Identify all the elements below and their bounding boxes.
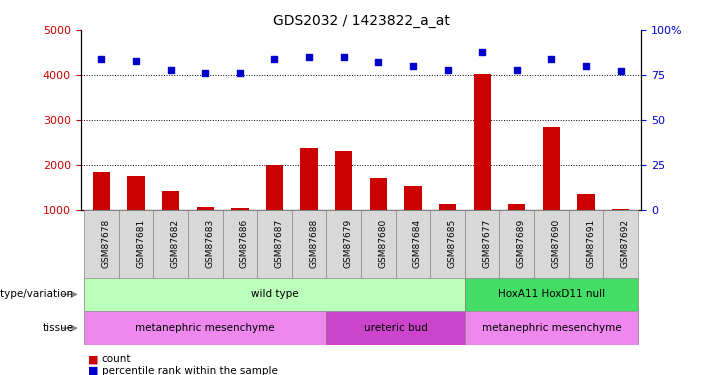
Bar <box>404 186 421 210</box>
Point <box>615 68 626 74</box>
Point <box>477 49 488 55</box>
Bar <box>604 210 638 278</box>
Text: metanephric mesenchyme: metanephric mesenchyme <box>135 323 275 333</box>
Text: genotype/variation: genotype/variation <box>0 290 74 299</box>
Text: HoxA11 HoxD11 null: HoxA11 HoxD11 null <box>498 290 605 299</box>
Point <box>130 58 142 64</box>
Text: GSM87685: GSM87685 <box>447 219 456 268</box>
Text: GSM87691: GSM87691 <box>586 219 595 268</box>
Text: GSM87682: GSM87682 <box>170 219 179 268</box>
Text: GSM87677: GSM87677 <box>482 219 491 268</box>
Point <box>234 70 245 76</box>
Bar <box>84 278 465 311</box>
Text: GSM87692: GSM87692 <box>620 219 629 268</box>
Bar <box>508 204 526 210</box>
Point <box>165 67 176 73</box>
Point <box>269 56 280 62</box>
Bar <box>84 210 118 278</box>
Bar <box>84 311 327 345</box>
Bar <box>292 210 327 278</box>
Bar <box>369 178 387 210</box>
Bar <box>534 210 569 278</box>
Bar <box>612 209 629 210</box>
Text: GSM87679: GSM87679 <box>343 219 353 268</box>
Bar <box>465 278 638 311</box>
Bar <box>93 172 110 210</box>
Point <box>338 54 349 60</box>
Bar <box>327 210 361 278</box>
Text: GSM87680: GSM87680 <box>379 219 388 268</box>
Point <box>511 67 522 73</box>
Title: GDS2032 / 1423822_a_at: GDS2032 / 1423822_a_at <box>273 13 449 28</box>
Bar <box>430 210 465 278</box>
Text: GSM87690: GSM87690 <box>552 219 560 268</box>
Text: count: count <box>102 354 131 364</box>
Text: GSM87686: GSM87686 <box>240 219 249 268</box>
Text: percentile rank within the sample: percentile rank within the sample <box>102 366 278 375</box>
Bar <box>128 176 144 210</box>
Bar <box>301 148 318 210</box>
Bar <box>118 210 154 278</box>
Bar <box>154 210 188 278</box>
Bar <box>465 210 500 278</box>
Bar <box>578 194 594 210</box>
Bar <box>473 74 491 210</box>
Text: GSM87678: GSM87678 <box>102 219 110 268</box>
Bar <box>439 204 456 210</box>
Bar <box>327 311 465 345</box>
Text: GSM87687: GSM87687 <box>275 219 283 268</box>
Bar <box>257 210 292 278</box>
Text: ■: ■ <box>88 354 98 364</box>
Text: metanephric mesenchyme: metanephric mesenchyme <box>482 323 621 333</box>
Text: ureteric bud: ureteric bud <box>364 323 428 333</box>
Text: ■: ■ <box>88 366 98 375</box>
Bar <box>335 151 353 210</box>
Point <box>373 59 384 65</box>
Bar <box>231 208 249 210</box>
Point <box>442 67 453 73</box>
Text: tissue: tissue <box>43 323 74 333</box>
Text: GSM87683: GSM87683 <box>205 219 215 268</box>
Point <box>580 63 592 69</box>
Text: GSM87681: GSM87681 <box>136 219 145 268</box>
Bar <box>222 210 257 278</box>
Bar <box>266 165 283 210</box>
Bar <box>188 210 222 278</box>
Bar <box>465 311 638 345</box>
Point <box>200 70 211 76</box>
Point <box>304 54 315 60</box>
Point <box>546 56 557 62</box>
Bar <box>500 210 534 278</box>
Text: GSM87684: GSM87684 <box>413 219 422 268</box>
Text: wild type: wild type <box>251 290 299 299</box>
Bar <box>569 210 604 278</box>
Bar <box>395 210 430 278</box>
Text: GSM87688: GSM87688 <box>309 219 318 268</box>
Point <box>96 56 107 62</box>
Text: GSM87689: GSM87689 <box>517 219 526 268</box>
Bar <box>196 207 214 210</box>
Bar <box>162 191 179 210</box>
Bar <box>543 127 560 210</box>
Bar <box>361 210 395 278</box>
Point <box>407 63 418 69</box>
